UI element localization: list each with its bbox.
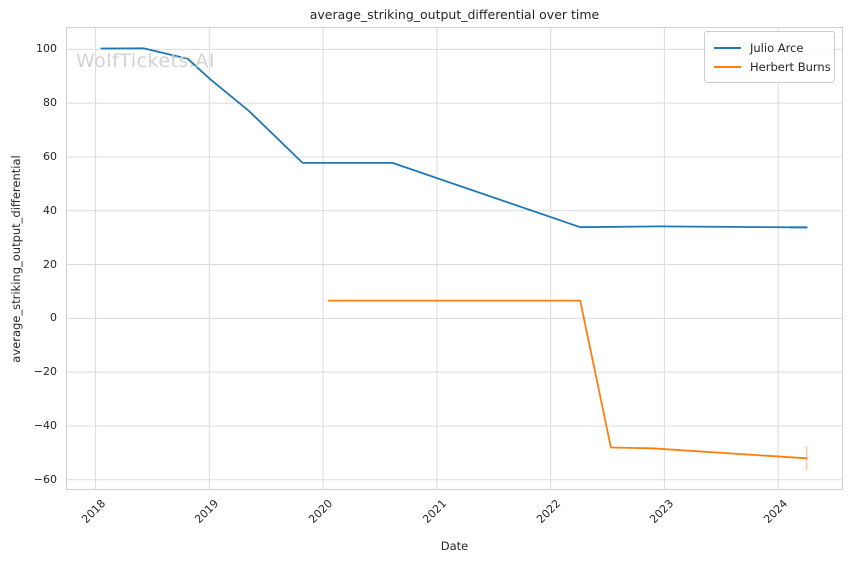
chart-title: average_striking_output_differential ove… [309,7,600,22]
y-tick-label: −20 [33,365,57,379]
y-tick-label: 40 [43,203,57,217]
y-tick-label: −40 [33,418,57,432]
plot-canvas [66,27,843,490]
legend-item-julio-arce: Julio Arce [714,38,825,57]
y-tick-label: 80 [43,96,57,110]
x-axis-label: Date [440,539,469,553]
series-line-julio-arce [100,47,808,229]
legend-label: Julio Arce [750,40,804,55]
plot-area [66,27,843,490]
plot-border [66,27,843,490]
legend-label: Herbert Burns [750,59,831,74]
legend-item-herbert-burns: Herbert Burns [714,57,831,76]
legend-line-icon [714,46,741,49]
y-tick-label: 100 [36,42,57,56]
y-tick-label: −60 [33,472,57,486]
y-tick-label: 60 [43,149,57,163]
legend-line-icon [714,65,741,68]
legend: Julio Arce Herbert Burns [704,31,835,83]
y-tick-label: 0 [50,311,57,325]
y-tick-label: 20 [43,257,57,271]
series-line-herbert-burns [327,299,808,460]
